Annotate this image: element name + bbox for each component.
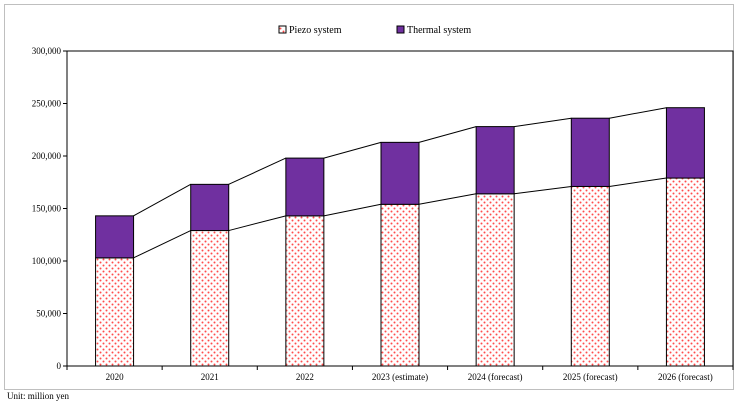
series-line-thermal [418,126,477,143]
legend-item-piezo-swatch [278,25,287,34]
series-line-piezo [323,203,382,217]
bar-piezo [570,185,610,367]
unit-note: Unit: million yen [7,391,69,401]
legend-item-thermal-label: Thermal system [407,25,471,36]
series-line-thermal [228,157,287,185]
series-line-piezo [609,177,667,187]
x-tick-label: 2020 [106,372,125,382]
bar-thermal [475,126,515,195]
y-tick-label: 150,000 [32,204,62,214]
legend: Piezo system Thermal system [278,25,471,36]
bar-thermal [190,183,230,232]
series-line-thermal [133,183,191,217]
x-tick-label: 2022 [296,372,314,382]
bar-piezo [95,257,135,367]
series-line-thermal [323,141,382,159]
series-line-piezo [133,230,191,259]
bar-piezo [475,193,515,367]
bar-piezo [285,215,325,367]
bar-thermal [570,117,610,187]
x-tick-label: 2024 (forecast) [468,372,523,382]
y-tick-label: 0 [57,361,62,371]
bar-thermal [285,157,325,217]
x-tick-label: 2023 (estimate) [372,372,428,382]
y-tick-label: 300,000 [32,46,62,56]
legend-item-piezo-label: Piezo system [289,25,342,36]
series-line-piezo [418,193,477,205]
x-tick-label: 2026 (forecast) [658,372,713,382]
series-line-thermal [514,117,572,128]
bar-piezo [380,203,420,367]
bar-thermal [380,141,420,205]
y-tick-label: 100,000 [32,256,62,266]
y-tick-label: 250,000 [32,99,62,109]
bar-piezo [665,177,705,367]
series-line-piezo [228,215,286,232]
legend-item-thermal-swatch [396,25,405,34]
series-line-thermal [609,107,667,119]
y-tick-label: 50,000 [36,309,61,319]
x-tick-label: 2021 [201,372,219,382]
series-line-piezo [514,185,572,195]
bar-thermal [665,107,705,179]
x-tick-label: 2025 (forecast) [563,372,618,382]
bar-thermal [95,215,135,259]
bar-piezo [190,230,230,367]
y-tick-label: 200,000 [32,151,62,161]
